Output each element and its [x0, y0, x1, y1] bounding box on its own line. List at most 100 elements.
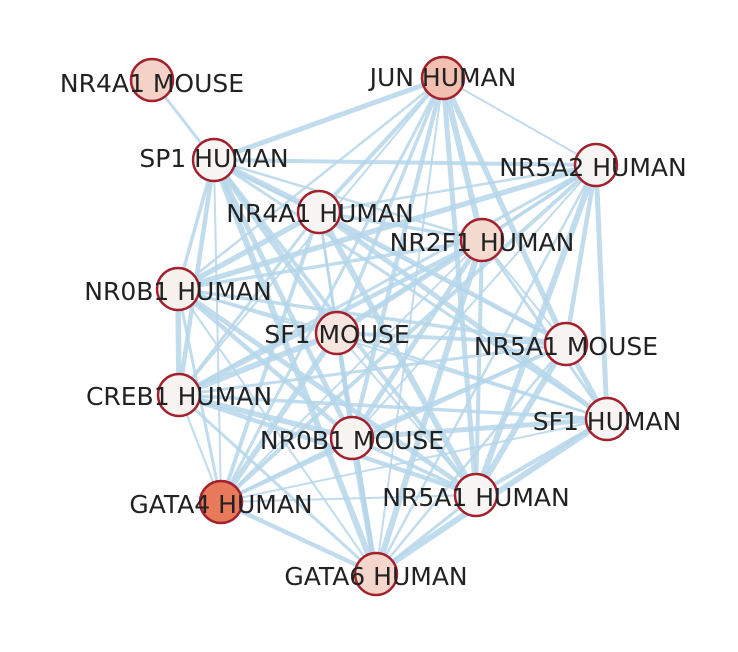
node-nr4a1-mouse[interactable]: NR4A1 MOUSE: [60, 57, 244, 103]
edge-nr0b1-human-gata6-human: [177, 288, 377, 575]
edge-sp1-human-nr2f1-human: [212, 158, 484, 242]
edge-nr5a2-human-sf1-human: [593, 162, 610, 422]
edge-nr5a2-human-nr5a1-mouse: [563, 162, 599, 347]
edge-nr5a1-mouse-gata4-human: [219, 342, 568, 504]
node-label-creb1-human: CREB1 HUMAN: [86, 382, 272, 411]
node-circle-gata4-human[interactable]: [198, 479, 244, 525]
node-nr4a1-human[interactable]: NR4A1 HUMAN: [226, 189, 414, 235]
node-gata6-human[interactable]: GATA6 HUMAN: [284, 551, 468, 597]
node-label-sf1-human: SF1 HUMAN: [533, 407, 682, 436]
node-label-nr4a1-human: NR4A1 HUMAN: [226, 199, 413, 228]
edge-nr2f1-human-nr5a1-human: [474, 238, 484, 497]
edge-jun-human-nr4a1-human: [317, 76, 445, 214]
edge-jun-human-sp1-human: [211, 75, 446, 163]
edge-sp1-human-gata4-human: [213, 159, 222, 503]
edge-nr2f1-human-sf1-mouse: [334, 237, 485, 336]
edge-sf1-mouse-sf1-human: [335, 331, 609, 421]
node-circle-creb1-human[interactable]: [156, 372, 202, 418]
node-label-nr5a1-mouse: NR5A1 MOUSE: [474, 332, 658, 361]
node-circle-sf1-mouse[interactable]: [314, 310, 360, 356]
node-label-nr2f1-human: NR2F1 HUMAN: [390, 228, 575, 257]
edge-nr5a2-human-nr4a1-human: [317, 163, 598, 214]
edge-jun-human-nr5a2-human: [442, 77, 597, 166]
edge-nr5a1-mouse-creb1-human: [177, 342, 568, 397]
edge-gata4-human-gata6-human: [218, 499, 379, 577]
edge-nr4a1-human-nr2f1-human: [317, 210, 484, 242]
node-sp1-human[interactable]: SP1 HUMAN: [139, 137, 289, 183]
edge-nr2f1-human-sf1-human: [480, 238, 609, 421]
node-nr0b1-human[interactable]: NR0B1 HUMAN: [84, 266, 272, 312]
edge-nr5a2-human-nr0b1-mouse: [351, 164, 597, 439]
node-label-gata4-human: GATA4 HUMAN: [129, 490, 312, 519]
edge-jun-human-gata6-human: [375, 77, 444, 575]
edge-nr4a1-human-nr0b1-human: [175, 209, 322, 292]
edge-nr2f1-human-nr0b1-human: [176, 238, 484, 291]
node-circle-sf1-human[interactable]: [584, 396, 630, 442]
node-circle-nr0b1-human[interactable]: [155, 266, 201, 312]
edge-nr0b1-mouse-gata4-human: [219, 436, 354, 504]
nodes-layer: NR4A1 MOUSE JUN HUMAN SP1 HUMAN NR5A2 HUMAN…: [60, 55, 687, 597]
edge-nr5a2-human-gata4-human: [219, 163, 598, 504]
node-nr5a2-human[interactable]: NR5A2 HUMAN: [499, 142, 687, 188]
node-circle-jun-human[interactable]: [420, 55, 466, 101]
node-circle-nr5a2-human[interactable]: [573, 142, 619, 188]
edge-nr4a1-human-creb1-human: [177, 210, 321, 397]
node-nr5a1-human[interactable]: NR5A1 HUMAN: [382, 472, 570, 518]
node-gata4-human[interactable]: GATA4 HUMAN: [129, 479, 313, 525]
node-circle-nr4a1-mouse[interactable]: [129, 57, 175, 103]
node-nr0b1-mouse[interactable]: NR0B1 MOUSE: [260, 415, 444, 461]
node-circle-nr2f1-human[interactable]: [459, 217, 505, 263]
node-circle-nr5a1-mouse[interactable]: [543, 321, 589, 367]
edge-nr5a2-human-nr0b1-human: [175, 162, 599, 292]
edge-nr0b1-human-nr5a1-mouse: [176, 287, 568, 346]
node-label-sf1-mouse: SF1 MOUSE: [264, 320, 409, 349]
edge-sf1-mouse-creb1-human: [176, 330, 340, 398]
node-jun-human[interactable]: JUN HUMAN: [368, 55, 517, 101]
edge-jun-human-nr0b1-human: [176, 76, 445, 291]
node-circle-gata6-human[interactable]: [353, 551, 399, 597]
edge-sp1-human-nr5a2-human: [212, 158, 598, 167]
edge-sp1-human-sf1-human: [212, 158, 609, 421]
edge-sf1-human-gata4-human: [220, 418, 608, 503]
edge-nr0b1-mouse-gata6-human: [349, 435, 379, 577]
node-label-sp1-human: SP1 HUMAN: [139, 144, 288, 173]
edge-gata4-human-nr5a1-human: [220, 494, 477, 503]
edge-sp1-human-nr0b1-human: [176, 158, 216, 291]
node-circle-nr4a1-human[interactable]: [296, 189, 342, 235]
edge-jun-human-nr2f1-human: [440, 75, 485, 243]
edge-creb1-human-gata6-human: [177, 393, 378, 576]
node-label-jun-human: JUN HUMAN: [368, 63, 517, 92]
edge-sf1-mouse-nr5a1-mouse: [335, 331, 568, 346]
edge-nr5a1-mouse-nr5a1-human: [473, 341, 569, 498]
node-label-nr5a1-human: NR5A1 HUMAN: [382, 483, 569, 512]
edge-nr4a1-human-nr5a1-mouse: [316, 209, 569, 347]
node-label-nr5a2-human: NR5A2 HUMAN: [499, 153, 686, 182]
edge-jun-human-nr0b1-mouse: [349, 75, 446, 441]
edge-nr0b1-human-nr5a1-human: [175, 286, 479, 498]
node-nr2f1-human[interactable]: NR2F1 HUMAN: [390, 217, 575, 263]
node-nr5a1-mouse[interactable]: NR5A1 MOUSE: [474, 321, 658, 367]
edges-layer: [150, 75, 610, 577]
node-circle-nr0b1-mouse[interactable]: [329, 415, 375, 461]
node-creb1-human[interactable]: CREB1 HUMAN: [86, 372, 272, 418]
edge-nr5a2-human-creb1-human: [177, 163, 598, 397]
node-sf1-human[interactable]: SF1 HUMAN: [533, 396, 682, 442]
node-circle-nr5a1-human[interactable]: [453, 472, 499, 518]
edge-sf1-human-nr0b1-mouse: [349, 416, 610, 441]
node-label-nr0b1-mouse: NR0B1 MOUSE: [260, 426, 444, 455]
edge-nr5a1-mouse-gata6-human: [374, 342, 568, 576]
node-label-nr0b1-human: NR0B1 HUMAN: [84, 277, 271, 306]
edge-nr0b1-mouse-nr5a1-human: [350, 436, 478, 497]
edge-creb1-human-nr0b1-mouse: [176, 392, 355, 441]
node-label-gata6-human: GATA6 HUMAN: [284, 562, 467, 591]
node-label-nr4a1-mouse: NR4A1 MOUSE: [60, 69, 244, 98]
node-sf1-mouse[interactable]: SF1 MOUSE: [264, 310, 410, 356]
edge-creb1-human-sf1-human: [177, 393, 609, 421]
edge-nr4a1-human-sf1-human: [316, 209, 610, 422]
node-circle-sp1-human[interactable]: [191, 137, 237, 183]
edge-creb1-human-nr5a1-human: [176, 392, 479, 498]
edge-jun-human-sf1-mouse: [335, 76, 445, 335]
edge-nr2f1-human-nr5a1-mouse: [481, 239, 567, 345]
edge-nr5a2-human-gata6-human: [374, 163, 598, 576]
